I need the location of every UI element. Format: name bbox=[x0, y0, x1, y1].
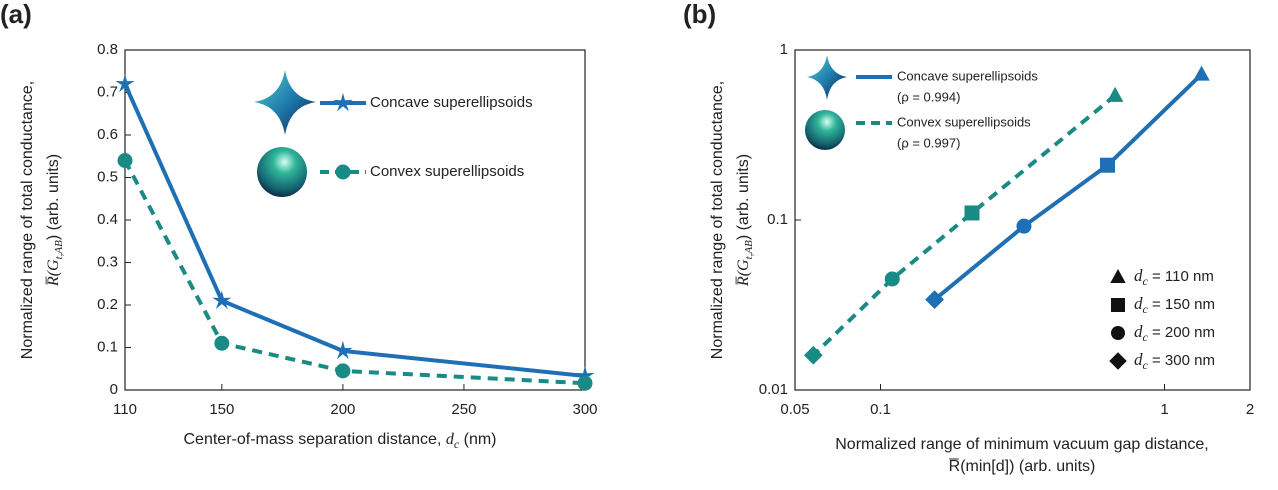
data-line bbox=[123, 159, 586, 386]
label-part: d bbox=[1134, 294, 1143, 313]
data-point bbox=[212, 290, 232, 309]
y-axis-label: Normalized range of total conductance, R… bbox=[19, 81, 64, 359]
y-tick-label: 0.7 bbox=[97, 83, 118, 100]
panel-label: (a) bbox=[0, 0, 32, 29]
label-part: d bbox=[1134, 322, 1143, 341]
y-tick-label: 1 bbox=[780, 41, 788, 58]
label-part: d bbox=[1134, 350, 1143, 369]
legend-note: (ρ = 0.994) bbox=[897, 89, 960, 104]
legend-marker bbox=[1109, 352, 1127, 370]
label-part: Center-of-mass separation distance, bbox=[184, 431, 446, 448]
x-axis-label: R̅(min[d]) (arb. units) bbox=[949, 457, 1096, 475]
x-axis-label: Normalized range of minimum vacuum gap d… bbox=[835, 436, 1209, 453]
label-part: c bbox=[1143, 274, 1149, 288]
y-tick-label: 0.4 bbox=[97, 211, 118, 228]
label-part: d bbox=[1134, 266, 1143, 285]
y-tick-label: 0.6 bbox=[97, 126, 118, 143]
label-part: Normalized range of total conductance, bbox=[709, 81, 726, 359]
label-part: R̅(G bbox=[45, 259, 62, 287]
label-part: c bbox=[1143, 330, 1149, 344]
data-point bbox=[214, 335, 230, 351]
legend-label: Convex superellipsoids bbox=[370, 163, 524, 180]
legend-marker bbox=[333, 92, 353, 112]
y-tick-label: 0.1 bbox=[767, 211, 788, 228]
y-axis-label: Normalized range of total conductance, R… bbox=[709, 81, 754, 359]
x-tick-label: 250 bbox=[451, 401, 476, 418]
label-part: R̅(Gt,AB) (arb. units) bbox=[45, 154, 65, 287]
legend-marker bbox=[335, 164, 351, 180]
data-line bbox=[123, 83, 586, 378]
x-tick-label: 300 bbox=[572, 401, 597, 418]
x-tick-label: 0.1 bbox=[870, 401, 891, 418]
legend-marker bbox=[1110, 268, 1126, 283]
label-part: c bbox=[1143, 358, 1149, 372]
convex-icon bbox=[257, 147, 307, 197]
y-tick-label: 0.1 bbox=[97, 338, 118, 355]
label-part: (nm) bbox=[459, 431, 496, 448]
label-part: t,AB bbox=[53, 240, 65, 260]
x-tick-label: 110 bbox=[113, 401, 137, 418]
label-part: t,AB bbox=[743, 240, 755, 260]
data-point bbox=[964, 205, 980, 221]
label-part: c bbox=[454, 437, 460, 451]
concave-icon bbox=[807, 55, 847, 100]
data-line bbox=[811, 93, 1117, 357]
label-part: R̅(Gt,AB) (arb. units) bbox=[735, 154, 755, 287]
y-tick-label: 0.2 bbox=[97, 296, 118, 313]
legend-label: dc = 110 nm bbox=[1134, 266, 1214, 288]
legend-label: Concave superellipsoids bbox=[897, 68, 1038, 83]
data-point bbox=[884, 271, 900, 287]
data-point bbox=[117, 153, 133, 169]
y-tick-label: 0.5 bbox=[97, 168, 118, 185]
label-part: = 110 nm bbox=[1148, 268, 1214, 285]
label-part: d bbox=[446, 431, 455, 448]
data-point bbox=[575, 365, 595, 385]
panel-label: (b) bbox=[683, 0, 716, 29]
data-point bbox=[577, 375, 593, 391]
y-tick-label: 0.01 bbox=[759, 381, 788, 398]
x-tick-label: 2 bbox=[1246, 401, 1254, 418]
data-point bbox=[115, 73, 135, 93]
data-point bbox=[1016, 218, 1032, 234]
label-part: c bbox=[1143, 302, 1149, 316]
data-point bbox=[925, 290, 944, 310]
data-point bbox=[333, 340, 353, 360]
label-part: = 200 nm bbox=[1148, 324, 1215, 341]
legend-label: Convex superellipsoids bbox=[897, 114, 1031, 129]
legend-marker bbox=[1111, 298, 1125, 312]
label-part: = 300 nm bbox=[1148, 352, 1215, 369]
data-point bbox=[1100, 157, 1116, 173]
concave-icon bbox=[254, 70, 316, 135]
legend-label: dc = 150 nm bbox=[1134, 294, 1215, 316]
data-point bbox=[803, 345, 823, 365]
data-point bbox=[1193, 65, 1210, 81]
label-part: R̅(G bbox=[735, 259, 752, 287]
y-tick-label: 0.8 bbox=[97, 41, 118, 58]
x-tick-label: 0.05 bbox=[780, 401, 809, 418]
data-point bbox=[335, 363, 351, 379]
label-part: ) (arb. units) bbox=[735, 154, 752, 240]
y-tick-label: 0 bbox=[110, 381, 118, 398]
convex-icon bbox=[805, 110, 845, 150]
label-part: ) (arb. units) bbox=[45, 154, 62, 240]
data-line bbox=[933, 72, 1203, 302]
data-point bbox=[1106, 86, 1124, 102]
legend-marker bbox=[1111, 326, 1125, 340]
legend-note: (ρ = 0.997) bbox=[897, 135, 960, 150]
y-tick-label: 0.3 bbox=[97, 253, 118, 270]
x-tick-label: 1 bbox=[1160, 401, 1168, 418]
x-tick-label: 150 bbox=[209, 401, 234, 418]
legend-label: dc = 300 nm bbox=[1134, 350, 1215, 372]
label-part: Normalized range of total conductance, bbox=[19, 81, 36, 359]
legend-label: Concave superellipsoids bbox=[370, 94, 533, 111]
label-part: = 150 nm bbox=[1148, 296, 1215, 313]
x-axis-label: Center-of-mass separation distance, dc (… bbox=[184, 431, 497, 451]
legend-label: dc = 200 nm bbox=[1134, 322, 1215, 344]
x-tick-label: 200 bbox=[330, 401, 355, 418]
